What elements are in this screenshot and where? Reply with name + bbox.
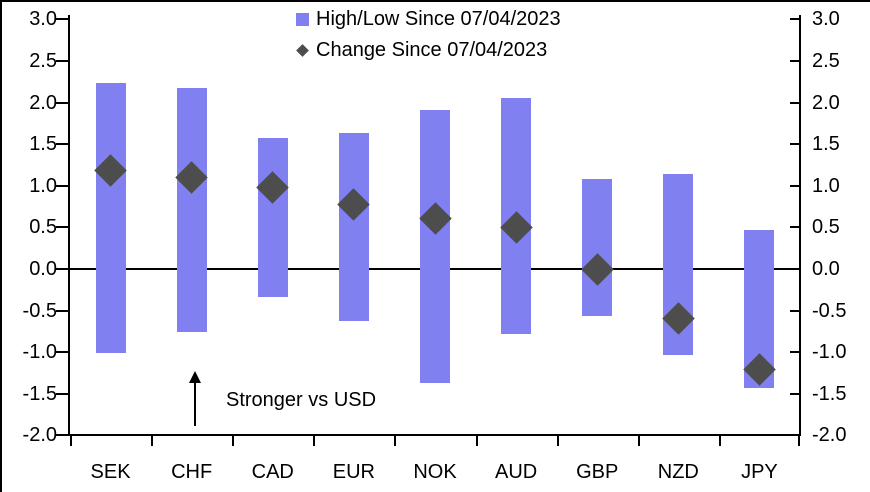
range-bar-CAD (257, 138, 288, 298)
y-tick-right (790, 226, 800, 228)
y-tick-left (56, 102, 68, 104)
x-tick (313, 436, 315, 446)
y-tick-left (56, 310, 68, 312)
x-tick (638, 436, 640, 446)
y-tick-label-left: 2.5 (29, 50, 57, 72)
range-bar-SEK (95, 82, 126, 354)
y-tick-label-left: 0.0 (29, 258, 57, 280)
x-label-CHF: CHF (171, 461, 213, 483)
y-tick-label-right: 1.5 (812, 133, 840, 155)
y-tick-label-left: -1.0 (22, 341, 57, 363)
x-tick (151, 436, 153, 446)
legend-item-change: Change Since 07/04/2023 (296, 37, 547, 63)
x-label-CAD: CAD (251, 461, 294, 483)
up-arrow-head-icon (189, 371, 201, 383)
x-label-NZD: NZD (657, 461, 699, 483)
y-tick-label-right: 3.0 (812, 8, 840, 30)
image-left-border (0, 0, 2, 492)
range-bar-CHF (176, 87, 207, 333)
image-top-border (0, 0, 870, 2)
range-bar-EUR (338, 133, 369, 321)
y-tick-right (790, 185, 800, 187)
y-tick-label-right: -1.0 (812, 341, 847, 363)
y-tick-right (790, 18, 800, 20)
x-tick (394, 436, 396, 446)
y-tick-right (790, 393, 800, 395)
y-tick-label-right: 1.0 (812, 175, 840, 197)
y-tick-label-right: 2.5 (812, 50, 840, 72)
x-label-GBP: GBP (576, 461, 619, 483)
legend-item-high-low: High/Low Since 07/04/2023 (296, 6, 561, 32)
y-tick-right (790, 351, 800, 353)
x-label-JPY: JPY (741, 461, 778, 483)
y-tick-label-left: -2.0 (22, 424, 57, 446)
x-axis (68, 434, 801, 436)
x-tick (798, 436, 800, 446)
y-tick-left (56, 268, 68, 270)
y-tick-right (790, 143, 800, 145)
range-bar-NOK (420, 110, 450, 383)
y-tick-right (790, 310, 800, 312)
x-tick (70, 436, 72, 446)
y-tick-left (56, 60, 68, 62)
bar-swatch-icon (296, 12, 309, 26)
x-label-EUR: EUR (332, 461, 375, 483)
y-tick-label-left: -0.5 (22, 300, 57, 322)
y-axis-right (799, 15, 801, 436)
x-label-AUD: AUD (494, 461, 538, 483)
diamond-swatch-icon (296, 43, 309, 57)
y-tick-left (56, 434, 68, 436)
y-tick-label-left: 2.0 (29, 92, 57, 114)
y-tick-label-right: -0.5 (812, 300, 847, 322)
y-tick-label-right: 0.5 (812, 216, 840, 238)
annotation-stronger-vs-usd: Stronger vs USD (226, 389, 377, 411)
y-tick-left (56, 18, 68, 20)
y-tick-left (56, 393, 68, 395)
y-tick-label-left: -1.5 (22, 383, 57, 405)
y-tick-left (56, 226, 68, 228)
range-bar-GBP (582, 179, 613, 317)
y-tick-label-left: 3.0 (29, 8, 57, 30)
y-tick-left (56, 143, 68, 145)
y-axis-left (68, 15, 70, 436)
y-tick-label-right: 0.0 (812, 258, 840, 280)
x-tick (719, 436, 721, 446)
up-arrow-icon (194, 381, 196, 426)
y-tick-right (790, 268, 800, 270)
x-label-NOK: NOK (413, 461, 457, 483)
y-tick-label-left: 1.0 (29, 175, 57, 197)
y-tick-left (56, 351, 68, 353)
x-tick (476, 436, 478, 446)
y-tick-label-right: 2.0 (812, 92, 840, 114)
y-tick-right (790, 102, 800, 104)
x-label-SEK: SEK (90, 461, 131, 483)
x-tick (557, 436, 559, 446)
y-tick-label-left: 1.5 (29, 133, 57, 155)
y-tick-left (56, 185, 68, 187)
legend-label-change: Change Since 07/04/2023 (316, 38, 548, 61)
y-tick-label-right: -1.5 (812, 383, 847, 405)
y-tick-label-left: 0.5 (29, 216, 57, 238)
y-tick-label-right: -2.0 (812, 424, 847, 446)
x-tick (232, 436, 234, 446)
y-tick-right (790, 434, 800, 436)
y-tick-right (790, 60, 800, 62)
legend-label-high-low: High/Low Since 07/04/2023 (316, 7, 561, 30)
